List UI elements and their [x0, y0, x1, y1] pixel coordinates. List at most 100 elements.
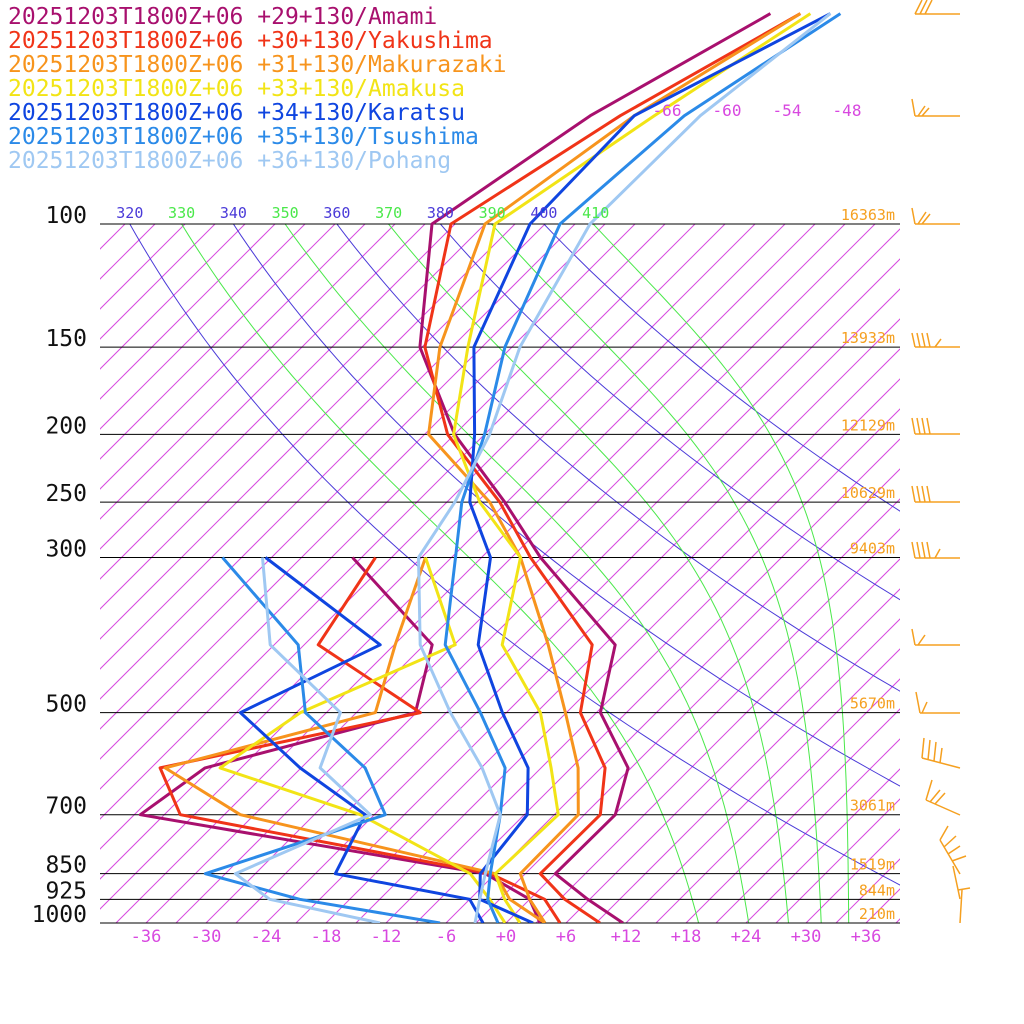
isotherm — [655, 678, 900, 923]
moist-adiabat — [491, 224, 822, 923]
x-tick-label: -30 — [191, 927, 222, 947]
height-label: 16363m — [841, 206, 895, 224]
wind-barb — [939, 825, 967, 875]
height-label: 12129m — [841, 416, 895, 434]
x-tick-label: -6 — [436, 927, 456, 947]
moist-adiabat — [284, 224, 750, 923]
isotherm — [355, 378, 900, 923]
labels: 320 330 340 350 360 370 380 390 400 410 100 16363m 1… — [8, 4, 895, 947]
y-tick-label: 100 — [45, 203, 87, 229]
height-label: 1519m — [850, 856, 895, 874]
temperature-line — [417, 12, 832, 923]
theta-label: 350 — [272, 204, 299, 222]
dewpoint-line — [158, 556, 562, 923]
dewpoint-line — [163, 557, 546, 923]
legend-entry: 20251203T1800Z+06 +36+130/Pohang — [8, 148, 451, 174]
isotherm — [100, 224, 426, 550]
isotherm — [100, 224, 546, 670]
legend-entry: 20251203T1800Z+06 +29+130/Amami — [8, 4, 437, 30]
x-tick-label: -12 — [371, 927, 402, 947]
isotherm — [100, 224, 306, 430]
moist-adiabat — [592, 224, 850, 923]
x-tick-label: -24 — [251, 927, 282, 947]
isotherm — [685, 708, 900, 923]
temperature-line — [443, 12, 842, 923]
isotherm — [595, 618, 900, 923]
dewpoint-line — [238, 556, 485, 923]
wind-barb — [911, 417, 960, 435]
height-label: 13933m — [841, 329, 895, 347]
dry-adiabat — [543, 224, 900, 512]
isotherm — [100, 224, 576, 700]
isotherm — [565, 588, 900, 923]
isotherm — [115, 224, 816, 923]
isotherm — [100, 224, 456, 580]
wind-barb — [911, 332, 960, 348]
dewpoint-line — [203, 556, 441, 923]
theta-label: 400 — [530, 204, 557, 222]
x-tick-label: +6 — [556, 927, 576, 947]
isotherm-label: -54 — [773, 101, 802, 120]
isotherm — [100, 224, 246, 370]
legend-entry: 20251203T1800Z+06 +35+130/Tsushima — [8, 124, 479, 150]
legend-entry: 20251203T1800Z+06 +31+130/Makurazaki — [8, 52, 507, 78]
moist-adiabat — [388, 224, 789, 923]
wind-barb — [952, 865, 971, 900]
y-tick-label: 1000 — [32, 902, 87, 928]
isotherm — [100, 224, 666, 790]
y-tick-label: 200 — [45, 413, 87, 439]
isotherm — [745, 768, 900, 923]
background-lines — [100, 224, 900, 923]
isotherm — [475, 498, 900, 923]
theta-label: 340 — [220, 204, 247, 222]
temperature-line — [452, 12, 812, 923]
legend-entry: 20251203T1800Z+06 +30+130/Yakushima — [8, 28, 493, 54]
theta-label: 410 — [582, 204, 609, 222]
isotherm — [100, 224, 516, 640]
profiles — [138, 12, 842, 923]
theta-label: 380 — [427, 204, 454, 222]
y-tick-label: 925 — [45, 878, 87, 904]
y-tick-label: 500 — [45, 692, 87, 718]
theta-label: 320 — [116, 204, 143, 222]
height-label: 5670m — [850, 695, 895, 713]
isotherm — [325, 348, 900, 923]
x-tick-label: +30 — [791, 927, 822, 947]
dry-adiabat — [440, 224, 900, 601]
wind-barb — [914, 0, 960, 15]
height-label: 3061m — [850, 797, 895, 815]
legend-entry: 20251203T1800Z+06 +33+130/Amakusa — [8, 76, 465, 102]
isotherm-label: -60 — [713, 101, 742, 120]
y-tick-label: 150 — [45, 326, 87, 352]
dry-adiabat — [336, 224, 900, 692]
x-tick-label: -36 — [131, 927, 162, 947]
isotherm — [100, 224, 366, 490]
isotherm — [445, 468, 900, 923]
isotherm-label: -66 — [653, 101, 682, 120]
temperature-line — [427, 12, 802, 923]
isotherm — [775, 798, 900, 923]
isotherm — [505, 528, 900, 923]
wind-barb — [915, 691, 960, 714]
wind-barbs — [911, 0, 971, 924]
x-tick-label: -18 — [311, 927, 342, 947]
isotherm — [295, 318, 900, 923]
dewpoint-line — [218, 557, 507, 923]
isotherm — [100, 224, 276, 400]
isotherm — [535, 558, 900, 923]
wind-barb — [959, 889, 963, 924]
dewpoint-line — [233, 557, 381, 923]
axes — [100, 223, 900, 924]
isotherm — [100, 224, 756, 880]
x-tick-label: +18 — [671, 927, 702, 947]
y-tick-label: 700 — [45, 794, 87, 820]
isotherm — [715, 738, 900, 923]
moist-adiabat — [181, 224, 700, 923]
isotherm — [100, 224, 396, 520]
theta-label: 390 — [479, 204, 506, 222]
wind-barb — [911, 485, 960, 503]
isotherm-label: -48 — [833, 101, 862, 120]
isotherm — [625, 648, 900, 923]
height-label: 9403m — [850, 540, 895, 558]
